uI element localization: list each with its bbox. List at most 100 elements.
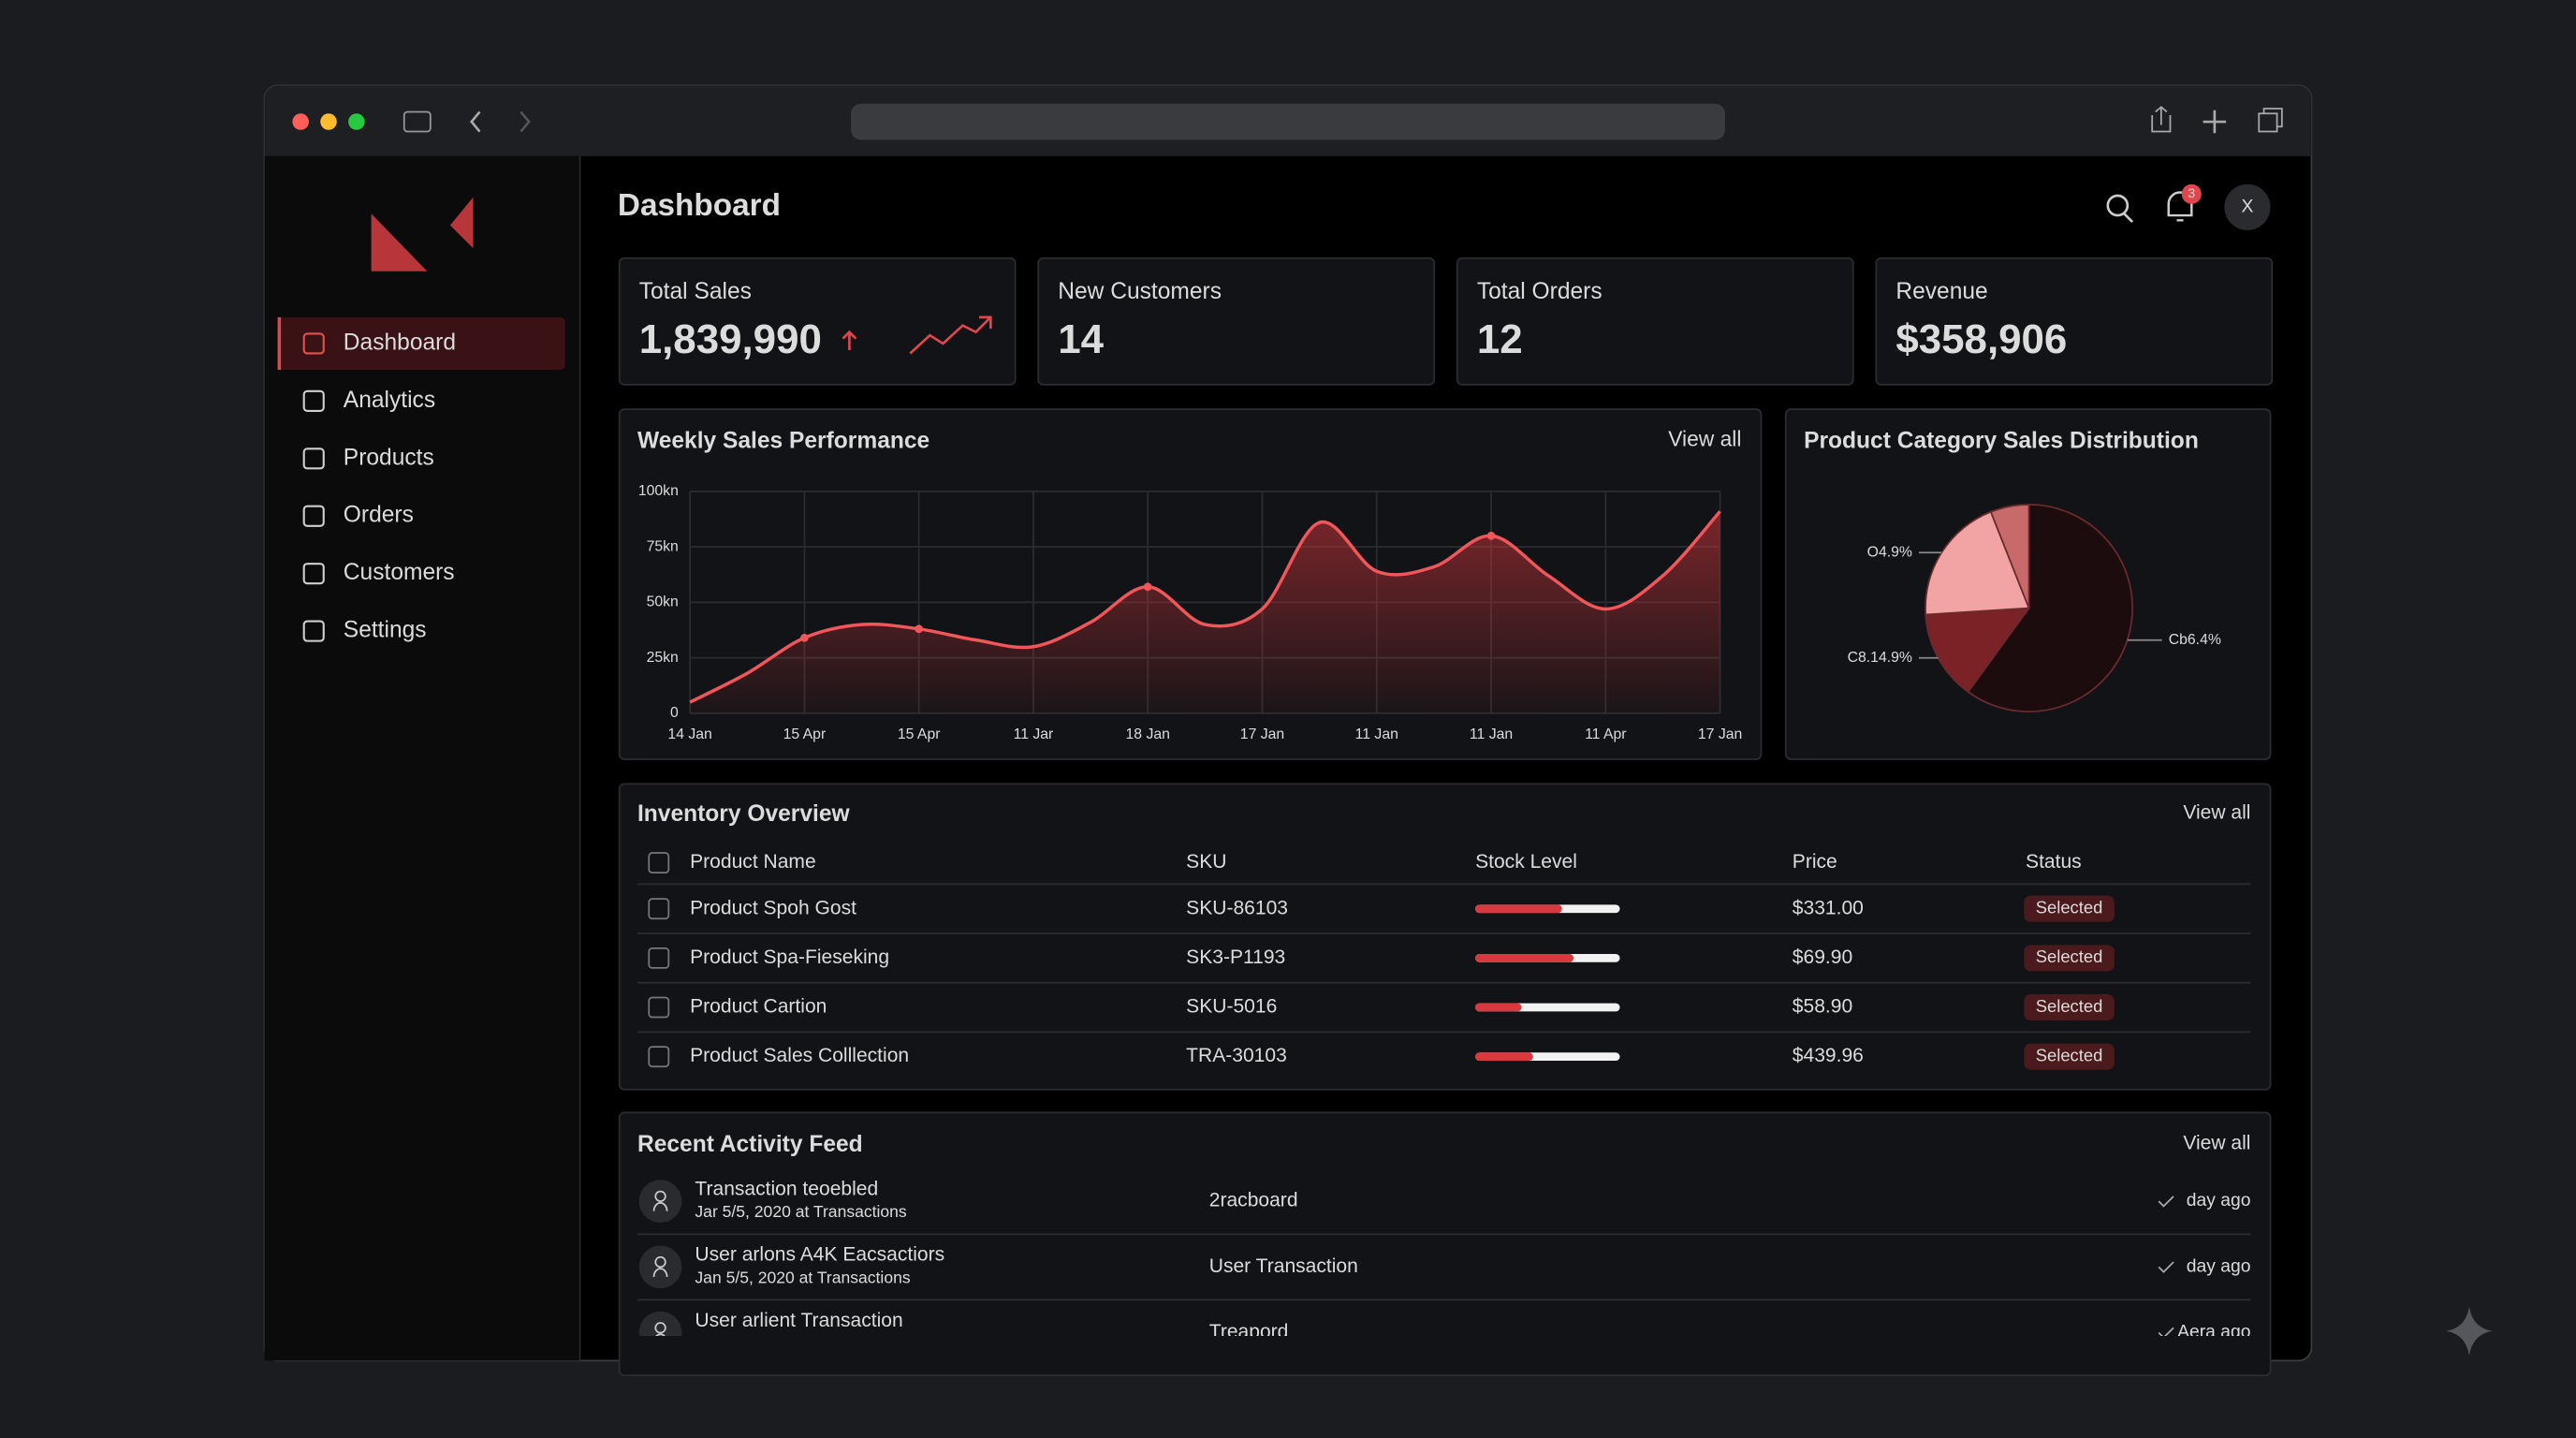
price: $331.00 [1793, 897, 1864, 918]
sparkle [2446, 1306, 2493, 1357]
status: Selected [2036, 1046, 2103, 1065]
checkbox[interactable] [648, 1046, 670, 1068]
share-button[interactable] [2151, 106, 2172, 133]
nav-item[interactable]: Dashboard [344, 330, 456, 355]
forward-button[interactable] [520, 110, 531, 133]
x-tick-label: 11 Jar [1014, 726, 1054, 742]
address-bar[interactable] [851, 103, 1725, 140]
activity-source: 2racboard [1209, 1190, 1298, 1211]
nav-active [277, 316, 565, 371]
x-tick-label: 15 Apr [898, 726, 941, 742]
sku: SKU-86103 [1186, 897, 1288, 918]
kpi-label: New Customers [1058, 279, 1222, 304]
kpi-value: 12 [1477, 316, 1523, 362]
product-name: Product Spa-Fieseking [690, 946, 889, 968]
column-header: Product Name [690, 851, 816, 873]
kpi-label: Total Sales [639, 279, 752, 304]
kpi-label: Revenue [1895, 279, 1987, 304]
pie-annotation: O4.9% [1867, 544, 1912, 560]
activity-card [618, 1111, 2272, 1377]
new-tab-button[interactable] [2203, 110, 2227, 134]
x-tick-label: 17 Jan [1698, 726, 1742, 742]
pie-annotation: C8.14.9% [1848, 650, 1912, 666]
y-tick-label: 25kn [647, 650, 679, 666]
section-link[interactable]: View all [2183, 801, 2250, 823]
column-header: Price [1793, 851, 1837, 873]
line [689, 510, 1721, 704]
product-name: Product Spoh Gost [690, 897, 856, 918]
y-tick-label: 75kn [647, 538, 679, 554]
chart-title: Product Category Sales Distribution [1804, 429, 2199, 454]
avatar[interactable] [2224, 183, 2271, 230]
search-icon-handle [2123, 213, 2134, 224]
activity-source: User Transaction [1209, 1255, 1358, 1277]
check-icon [2158, 1196, 2174, 1208]
kpi-card [1875, 257, 2274, 386]
kpi-value: $358,906 [1895, 316, 2067, 362]
checkbox[interactable] [648, 946, 670, 969]
nav-item[interactable]: Analytics [344, 388, 435, 413]
user-icon [652, 1255, 668, 1277]
nav-item[interactable]: Products [344, 445, 434, 470]
x-tick-label: 15 Apr [783, 726, 827, 742]
nav-item[interactable]: Customers [344, 560, 455, 585]
kpi-card [618, 257, 1017, 386]
chart-link[interactable]: View all [1668, 427, 1741, 451]
activity-title: Transaction teoebled [695, 1178, 878, 1199]
status: Selected [2036, 996, 2103, 1016]
kpi-value: 1,839,990 [639, 316, 822, 362]
point [915, 624, 924, 634]
status: Selected [2036, 898, 2103, 917]
status-pill [2024, 1043, 2115, 1070]
sparkline [909, 315, 992, 355]
point [800, 633, 809, 642]
activity-subtitle: Jan 5/5, 2020 at Transactions [695, 1268, 910, 1286]
sku: SK3-P1193 [1186, 946, 1285, 968]
logo [449, 197, 474, 249]
activity-title: User arlons A4K Eacsactiors [695, 1244, 944, 1266]
y-tick-label: 50kn [647, 594, 679, 610]
window-zoom[interactable] [348, 113, 365, 130]
checkbox[interactable] [648, 852, 670, 873]
user-icon [654, 1322, 666, 1337]
check-icon [2158, 1327, 2174, 1337]
avatar-initial: X [2242, 197, 2254, 216]
content: Dashboard Analytics Products Orders Customer… [277, 183, 2493, 1377]
area [690, 511, 1720, 713]
checkbox[interactable] [648, 996, 670, 1019]
nav-icon [302, 505, 325, 527]
check-icon [2158, 1261, 2174, 1273]
stock-bar [1475, 953, 1574, 962]
x-tick-label: 14 Jan [667, 726, 711, 742]
checkbox[interactable] [648, 898, 670, 920]
activity-list: Recent Activity Feed View all Transaction … [637, 1132, 2251, 1343]
section-link[interactable]: View all [2183, 1132, 2250, 1153]
window-close[interactable] [292, 113, 309, 130]
sidebar-toggle[interactable] [402, 110, 432, 133]
status: Selected [2036, 946, 2103, 966]
price: $58.90 [1793, 996, 1852, 1018]
window-minimize[interactable] [320, 113, 337, 130]
pie-slice [1989, 504, 2030, 609]
stock-bar [1475, 1003, 1522, 1012]
status-pill [2024, 895, 2115, 922]
activity-source: Treapord [1209, 1321, 1289, 1343]
y-tick-label: 0 [670, 705, 679, 721]
back-button[interactable] [470, 110, 481, 133]
nav-active-bar [277, 316, 282, 371]
search-icon[interactable] [2106, 194, 2130, 217]
kpi-label: Total Orders [1477, 279, 1603, 304]
tabs-button[interactable] [2258, 108, 2283, 133]
product-name: Product Cartion [690, 996, 827, 1018]
badge [2181, 183, 2202, 204]
nav-icon [302, 389, 325, 412]
x-tick-label: 11 Jan [1355, 726, 1398, 742]
pie-annotation: Cb6.4% [2169, 632, 2221, 648]
stock-bar [1475, 904, 1562, 914]
nav-item[interactable]: Orders [344, 503, 414, 528]
section-title: Recent Activity Feed [637, 1132, 863, 1157]
nav-item[interactable]: Settings [344, 618, 427, 643]
activity-avatar [638, 1311, 682, 1337]
